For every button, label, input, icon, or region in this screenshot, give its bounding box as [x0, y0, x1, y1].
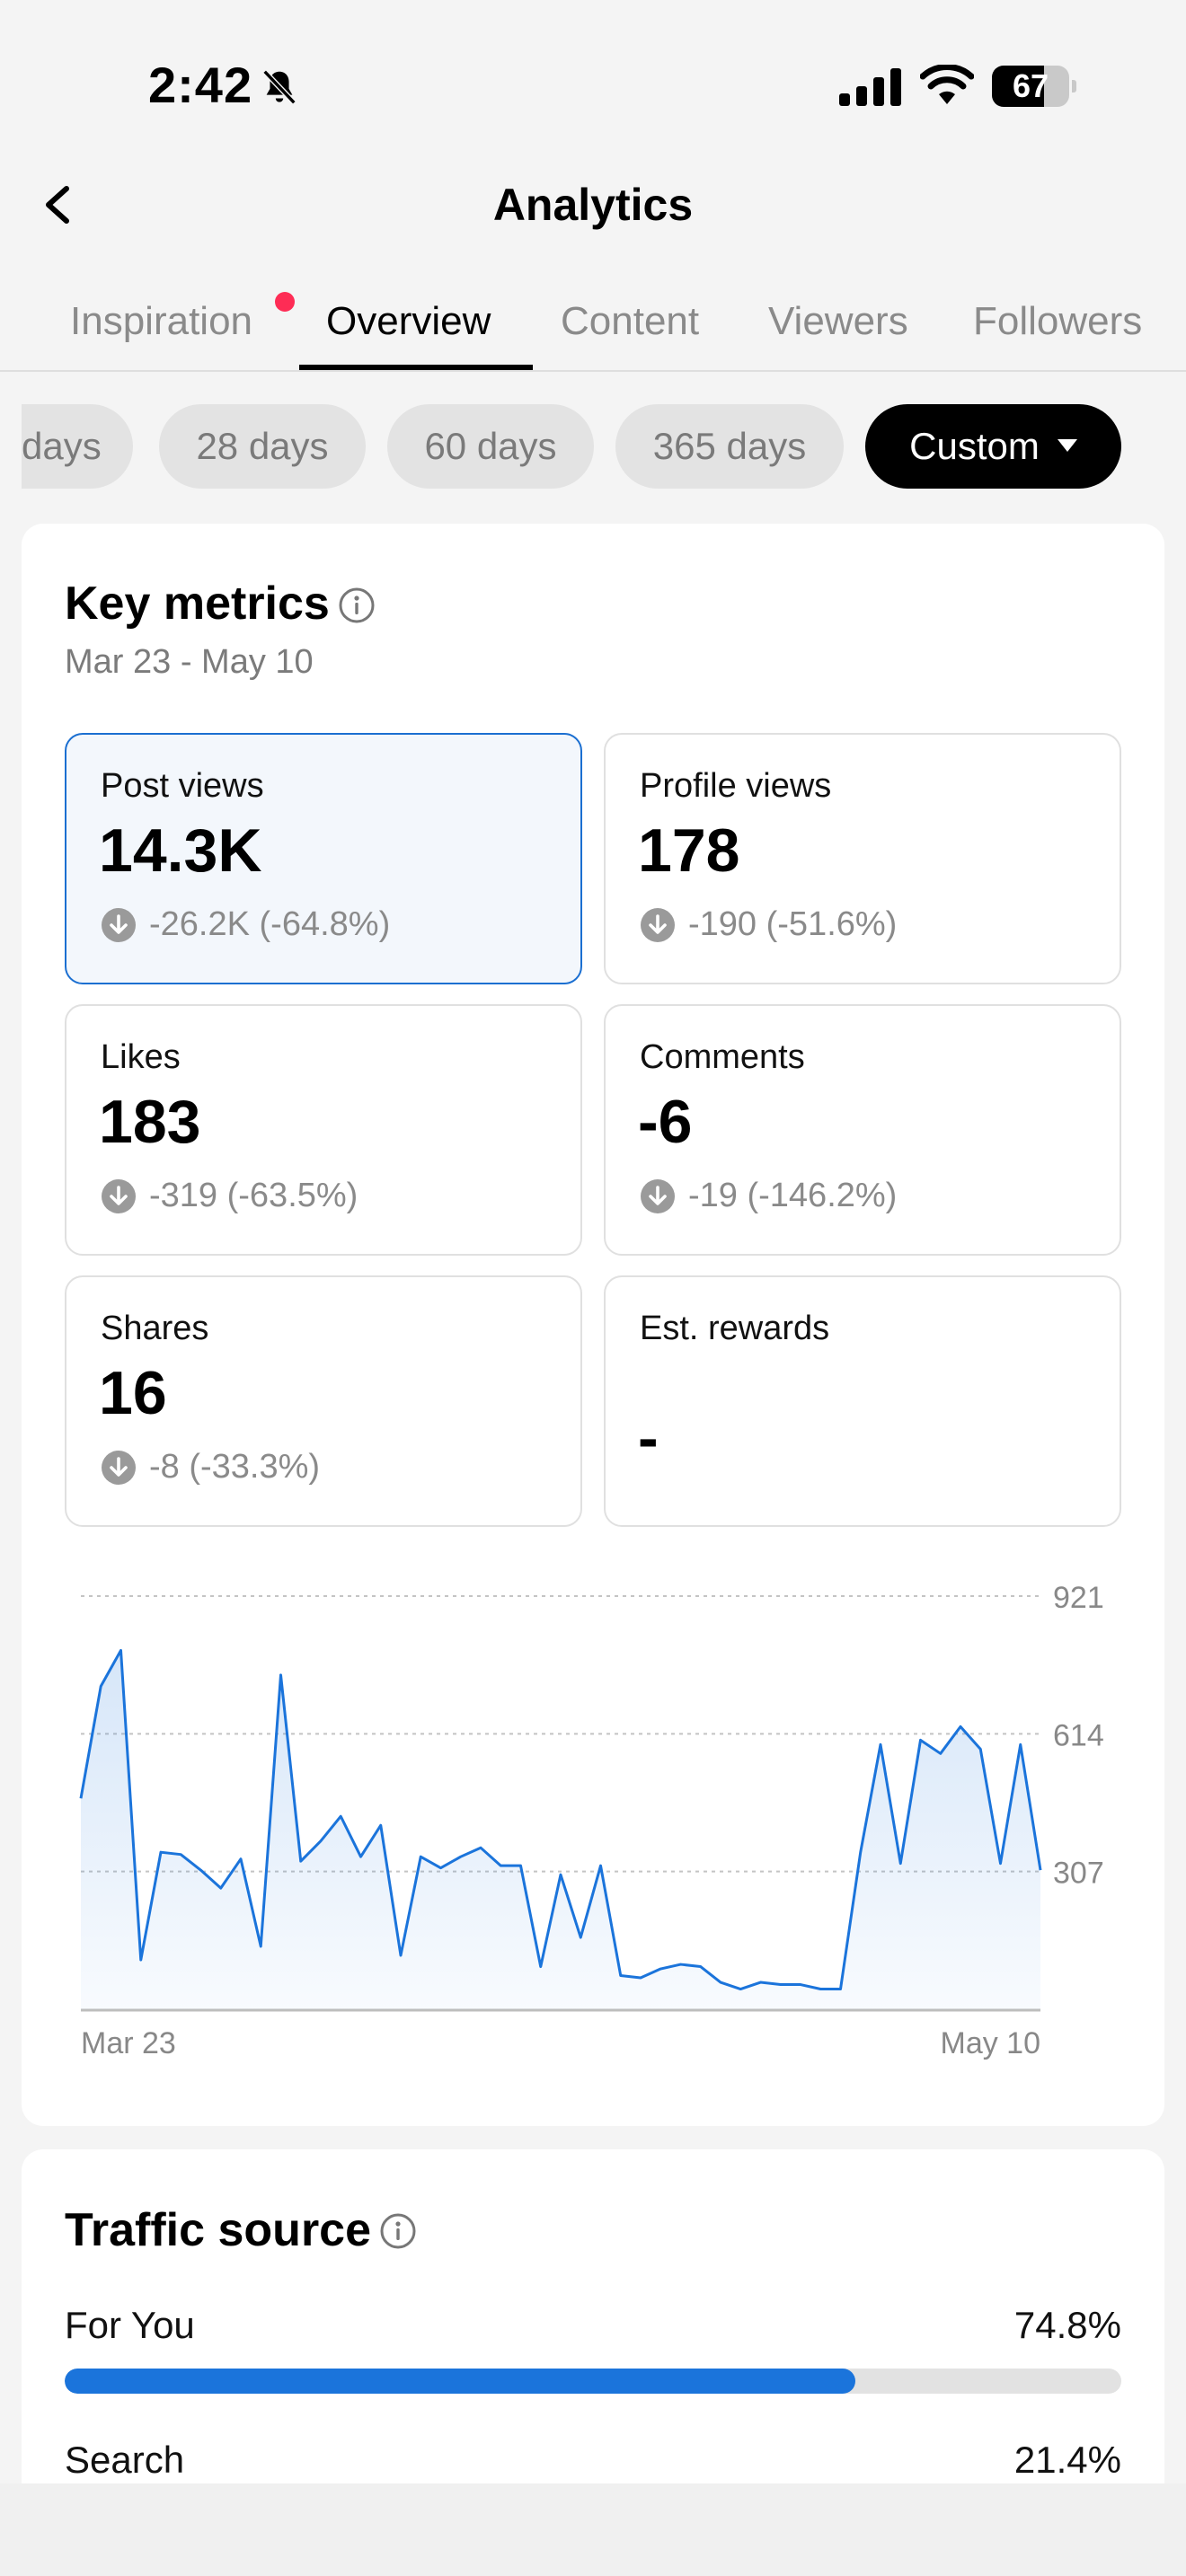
series-area [81, 1650, 1040, 2009]
date-filter-row: days 28 days 60 days 365 days Custom [0, 404, 1186, 492]
traffic-source-title: Traffic source [65, 2204, 372, 2256]
filter-chip-60-days[interactable]: 60 days [387, 404, 594, 489]
arrow-down-circle-icon [641, 907, 675, 942]
traffic-bar-for-you [65, 2369, 1121, 2394]
metric-label: Est. rewards [640, 1310, 830, 1347]
traffic-value-search: 21.4% [1013, 2439, 1121, 2481]
metric-label: Comments [640, 1038, 805, 1076]
back-arrow-icon[interactable] [36, 176, 83, 234]
metric-label: Shares [101, 1310, 209, 1347]
metric-card-likes[interactable]: Likes 183 -319 (-63.5%) [65, 1004, 582, 1256]
custom-label: Custom [909, 425, 1040, 467]
metric-change: -190 (-51.6%) [640, 905, 897, 944]
tab-content[interactable]: Content [561, 299, 700, 343]
metric-value: - [638, 1404, 659, 1472]
key-metrics-card: Key metrics Mar 23 - May 10 Post views 1… [22, 524, 1164, 2126]
traffic-label-for-you: For You [65, 2304, 195, 2346]
wifi-icon [920, 65, 974, 104]
metric-label: Profile views [640, 767, 832, 805]
notification-dot [275, 292, 295, 312]
filter-chip-custom[interactable]: Custom [865, 404, 1121, 489]
traffic-value-for-you: 74.8% [1013, 2304, 1121, 2346]
metric-value: 178 [638, 816, 740, 885]
bell-muted-icon [262, 69, 296, 105]
status-bar: 2:42 67 [0, 0, 1186, 171]
arrow-down-circle-icon [102, 1178, 136, 1213]
tab-viewers[interactable]: Viewers [768, 299, 908, 343]
traffic-bar-fill [65, 2369, 855, 2394]
post-views-chart: 307 614 921 Mar 23 May 10 [79, 1581, 1104, 2060]
metric-change-text: -19 (-146.2%) [688, 1177, 898, 1214]
cellular-signal-icon [839, 68, 901, 106]
metric-value: 14.3K [99, 816, 262, 885]
filter-chip-28-days[interactable]: 28 days [159, 404, 366, 489]
metric-change-text: -319 (-63.5%) [149, 1177, 358, 1214]
info-icon[interactable] [379, 2212, 417, 2250]
tab-bar: Inspiration Overview Content Viewers Fol… [0, 284, 1186, 372]
metric-change-text: -26.2K (-64.8%) [149, 905, 391, 943]
metric-card-profile-views[interactable]: Profile views 178 -190 (-51.6%) [604, 733, 1121, 984]
caret-down-icon [1057, 438, 1077, 452]
metric-card-shares[interactable]: Shares 16 -8 (-33.3%) [65, 1275, 582, 1527]
traffic-label-search: Search [65, 2439, 185, 2481]
info-icon[interactable] [338, 587, 376, 624]
metric-change: -8 (-33.3%) [101, 1448, 320, 1486]
metric-label: Likes [101, 1038, 181, 1076]
tab-overview[interactable]: Overview [326, 299, 491, 343]
tab-inspiration[interactable]: Inspiration [70, 299, 253, 343]
metric-value: 183 [99, 1088, 201, 1156]
x-tick-label: May 10 [941, 2026, 1041, 2060]
metric-change: -19 (-146.2%) [640, 1177, 897, 1215]
metric-change-text: -8 (-33.3%) [149, 1448, 321, 1486]
series-line [79, 1648, 1042, 1991]
metric-change: -26.2K (-64.8%) [101, 905, 390, 944]
arrow-down-circle-icon [102, 1450, 136, 1485]
battery-indicator: 67 [992, 66, 1076, 107]
arrow-down-circle-icon [641, 1178, 675, 1213]
metric-value: -6 [638, 1088, 693, 1156]
active-tab-indicator [299, 365, 533, 370]
y-tick-label: 921 [1053, 1581, 1104, 1615]
metric-value: 16 [99, 1359, 167, 1427]
metric-card-comments[interactable]: Comments -6 -19 (-146.2%) [604, 1004, 1121, 1256]
battery-level: 67 [1012, 67, 1049, 104]
metric-card-est-rewards[interactable]: Est. rewards - [604, 1275, 1121, 1527]
y-tick-label: 307 [1053, 1857, 1104, 1891]
traffic-source-card: Traffic source For You 74.8% Search 21.4… [22, 2149, 1164, 2527]
metric-change: -319 (-63.5%) [101, 1177, 358, 1215]
bottom-safe-area [0, 2483, 1186, 2576]
key-metrics-title: Key metrics [65, 578, 330, 630]
x-tick-label: Mar 23 [81, 2026, 176, 2060]
arrow-down-circle-icon [102, 907, 136, 942]
tab-followers[interactable]: Followers [973, 299, 1143, 343]
date-range: Mar 23 - May 10 [65, 643, 314, 681]
page-title: Analytics [492, 180, 694, 230]
metric-change-text: -190 (-51.6%) [688, 905, 898, 943]
filter-chip-365-days[interactable]: 365 days [615, 404, 844, 489]
filter-chip-days[interactable]: days [22, 404, 133, 489]
metric-card-post-views[interactable]: Post views 14.3K -26.2K (-64.8%) [65, 733, 582, 984]
y-tick-label: 614 [1053, 1718, 1104, 1752]
status-time: 2:42 [148, 57, 253, 113]
metric-label: Post views [101, 767, 264, 805]
